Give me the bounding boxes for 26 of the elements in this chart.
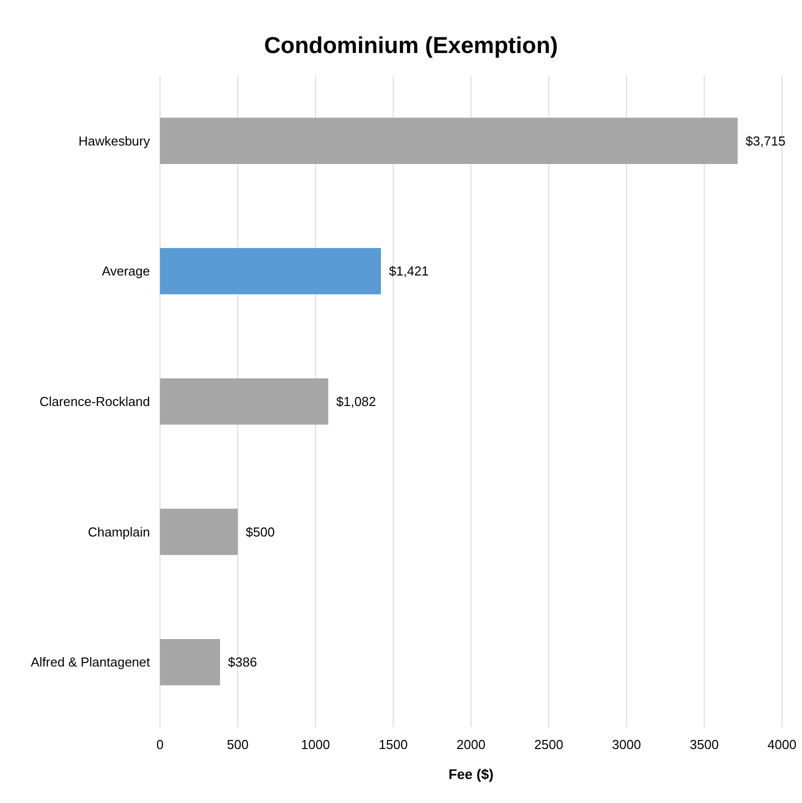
chart-title: Condominium (Exemption) bbox=[264, 32, 558, 58]
y-tick-label: Champlain bbox=[88, 524, 150, 540]
data-label: $3,715 bbox=[746, 133, 786, 148]
y-tick-label: Alfred & Plantagenet bbox=[30, 654, 150, 670]
x-tick-label: 2500 bbox=[534, 737, 564, 752]
y-tick-label: Clarence-Rockland bbox=[39, 394, 150, 410]
y-tick-label: Hawkesbury bbox=[78, 133, 150, 148]
x-tick-label: 3500 bbox=[690, 737, 719, 752]
bar bbox=[160, 508, 238, 555]
x-tick-label: 3000 bbox=[612, 737, 641, 752]
x-axis-title: Fee ($) bbox=[448, 766, 494, 782]
bar bbox=[160, 378, 328, 425]
x-tick-label: 1500 bbox=[378, 737, 408, 752]
data-label: $500 bbox=[246, 524, 275, 540]
y-tick-label: Average bbox=[102, 264, 150, 279]
bar bbox=[160, 639, 220, 686]
x-tick-label: 2000 bbox=[456, 737, 486, 752]
data-label: $1,082 bbox=[336, 394, 376, 410]
x-tick-label: 1000 bbox=[301, 737, 330, 752]
bar bbox=[160, 118, 738, 164]
data-label: $1,421 bbox=[388, 264, 429, 279]
data-label: $386 bbox=[228, 654, 257, 670]
x-tick-label: 500 bbox=[226, 737, 249, 752]
x-tick-label: 0 bbox=[156, 737, 164, 752]
x-tick-label: 4000 bbox=[768, 737, 796, 752]
bar bbox=[160, 248, 381, 294]
